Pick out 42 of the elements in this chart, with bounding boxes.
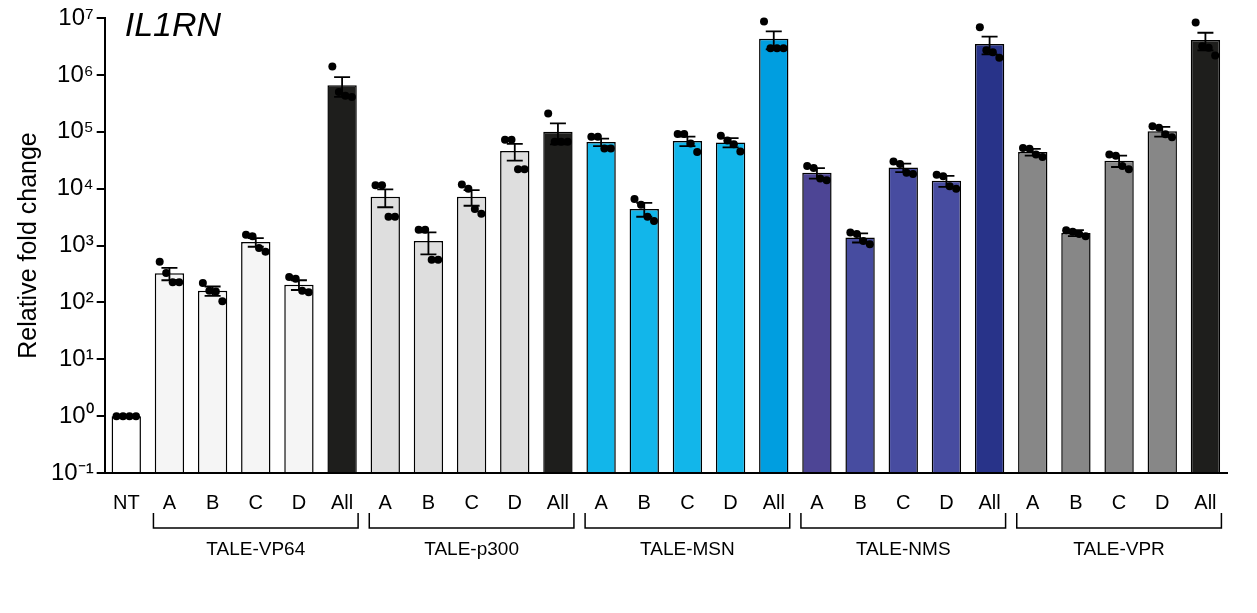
y-tick-label: 10¹ bbox=[59, 343, 94, 371]
x-tick-label: B bbox=[637, 490, 651, 513]
y-tick-label: 10⁴ bbox=[56, 173, 94, 201]
x-tick-label: C bbox=[248, 490, 263, 513]
chart-title: IL1RN bbox=[124, 5, 222, 44]
x-tick-label: D bbox=[723, 490, 738, 513]
y-axis-title: Relative fold change bbox=[12, 132, 41, 359]
y-tick-label: 10⁻¹ bbox=[51, 457, 94, 485]
x-tick-label: B bbox=[205, 490, 220, 513]
x-tick-label: D bbox=[939, 490, 954, 513]
x-tick-label: C bbox=[680, 490, 695, 513]
y-tick-label: 10² bbox=[59, 287, 94, 314]
x-tick-label: C bbox=[896, 490, 911, 513]
x-tick-label: All bbox=[546, 490, 570, 513]
text: TALE-MSN bbox=[640, 537, 735, 559]
x-tick-label: B bbox=[853, 490, 867, 513]
y-tick-label: 10⁵ bbox=[57, 116, 94, 144]
x-tick-label: A bbox=[810, 490, 825, 513]
x-tick-label: D bbox=[507, 490, 522, 513]
x-tick-label: B bbox=[421, 490, 436, 513]
text: TALE-p300 bbox=[424, 537, 519, 559]
x-tick-label: A bbox=[594, 490, 609, 513]
x-tick-label: C bbox=[1111, 490, 1127, 513]
x-tick-label: A bbox=[162, 490, 177, 513]
y-tick-label: 10⁰ bbox=[58, 400, 94, 428]
x-tick-label: All bbox=[330, 490, 354, 513]
text: TALE-VPR bbox=[1073, 537, 1165, 559]
y-tick-label: 10³ bbox=[59, 230, 94, 258]
x-tick-label: B bbox=[1069, 490, 1083, 513]
x-tick-label: All bbox=[762, 490, 785, 513]
x-tick-label: All bbox=[1194, 490, 1217, 513]
y-tick-label: 10⁶ bbox=[57, 59, 94, 87]
text: TALE-NMS bbox=[855, 537, 951, 559]
x-tick-label: A bbox=[1026, 490, 1041, 513]
x-tick-label: D bbox=[1155, 490, 1170, 513]
x-tick-label: C bbox=[464, 490, 479, 513]
text: TALE-VP64 bbox=[206, 537, 306, 559]
x-tick-label: NT bbox=[112, 490, 140, 513]
x-tick-label: D bbox=[291, 490, 307, 513]
y-tick-label: 10⁷ bbox=[58, 2, 94, 30]
x-tick-label: All bbox=[978, 490, 1001, 513]
x-tick-label: A bbox=[378, 490, 393, 513]
